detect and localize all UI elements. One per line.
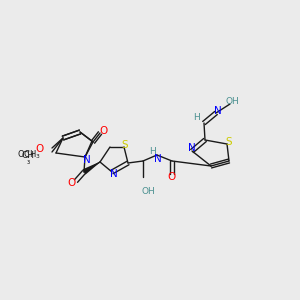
Text: N: N [110,169,118,179]
Text: N: N [188,143,196,153]
Text: H: H [150,148,156,157]
Text: N: N [83,155,91,165]
Text: O: O [168,172,176,182]
Text: N: N [214,106,222,116]
Text: H: H [194,112,200,122]
Text: OH: OH [225,98,239,106]
Text: OH: OH [141,188,155,196]
Text: O: O [68,178,76,188]
Text: CH: CH [22,152,34,160]
Text: S: S [226,137,232,147]
Polygon shape [82,162,100,175]
Text: O: O [36,144,44,154]
Text: ₃: ₃ [26,158,30,166]
Text: N: N [154,154,162,164]
Text: O: O [100,126,108,136]
Text: OCH$_3$: OCH$_3$ [17,149,41,161]
Text: S: S [122,140,128,150]
